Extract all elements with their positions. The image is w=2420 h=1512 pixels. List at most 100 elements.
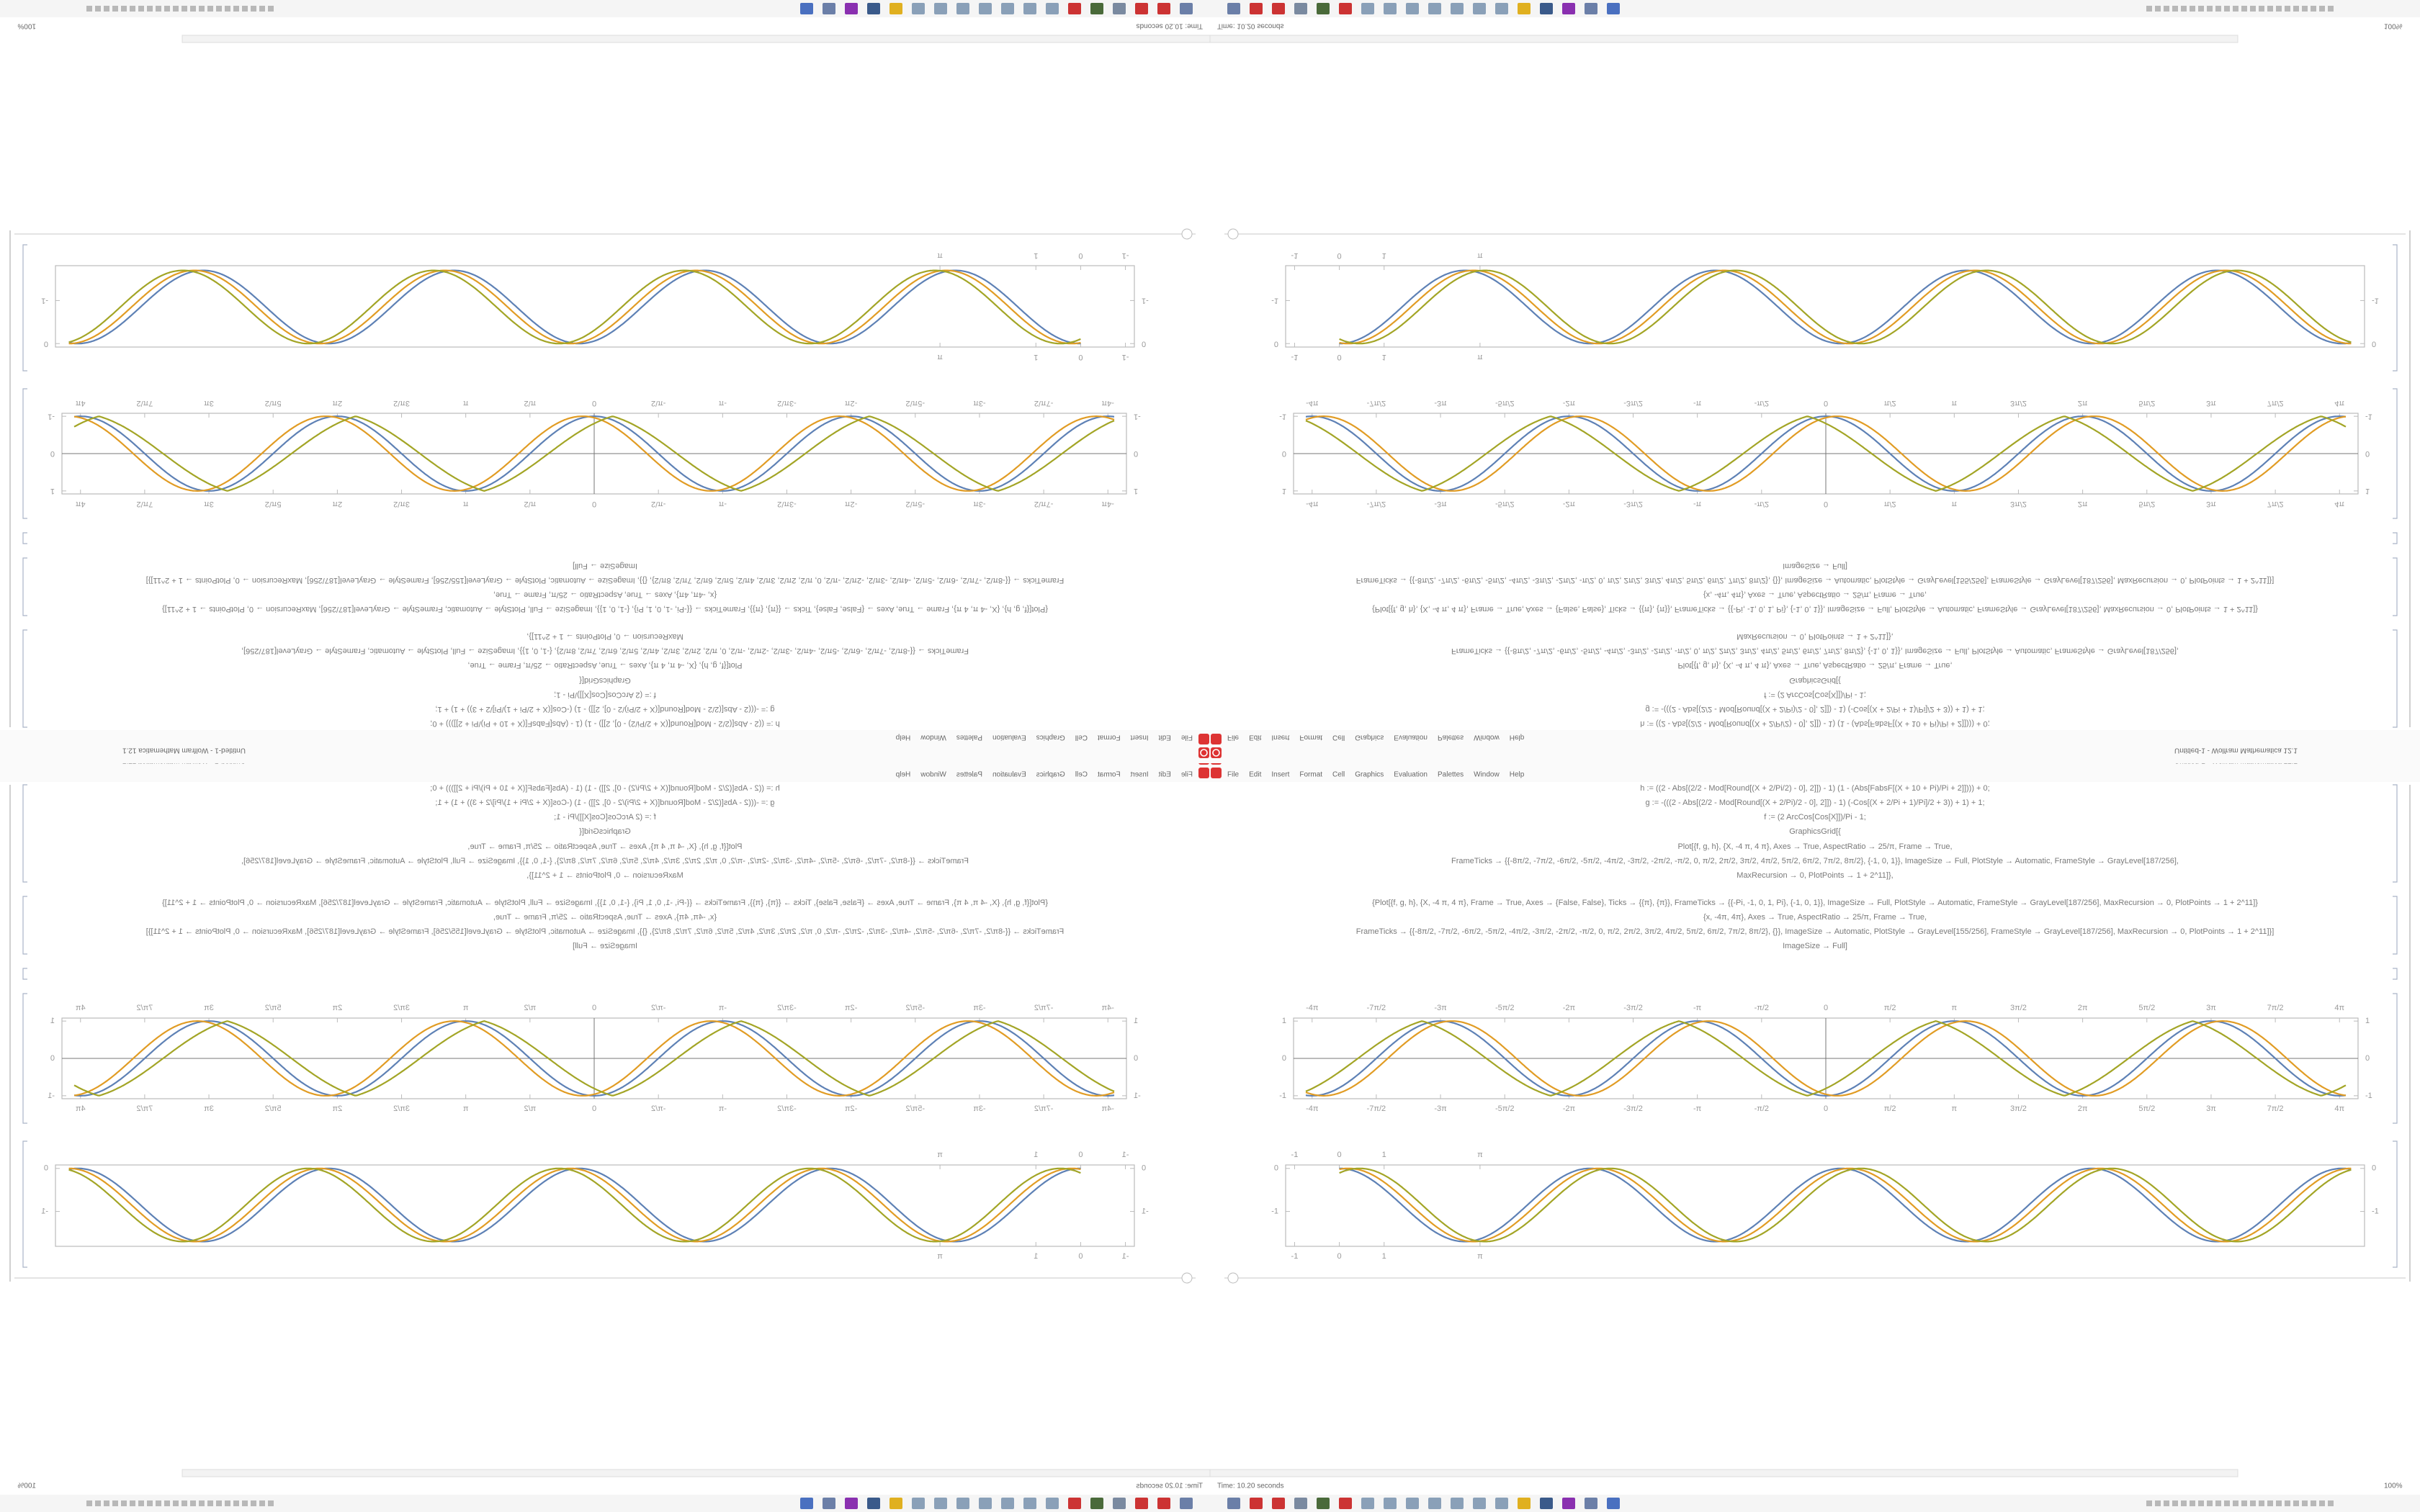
app-icon[interactable] <box>1211 768 1222 778</box>
taskbar-icon[interactable] <box>912 1498 925 1509</box>
menu-item[interactable]: Window <box>1474 733 1500 741</box>
tray-icon[interactable] <box>2241 6 2247 12</box>
menu-item[interactable]: Palettes <box>1438 771 1464 779</box>
taskbar-icon[interactable] <box>1495 1498 1508 1509</box>
tray-icon[interactable] <box>2164 6 2169 12</box>
tray-icon[interactable] <box>104 1500 109 1506</box>
tray-icon[interactable] <box>259 1500 265 1506</box>
taskbar-icon[interactable] <box>800 3 813 14</box>
taskbar-icon[interactable] <box>867 3 880 14</box>
tray-icon[interactable] <box>121 6 127 12</box>
taskbar-icon[interactable] <box>1135 3 1148 14</box>
tray-icon[interactable] <box>2172 1500 2178 1506</box>
tray-icon[interactable] <box>156 6 161 12</box>
tray-icon[interactable] <box>2207 1500 2213 1506</box>
tray-icon[interactable] <box>147 6 153 12</box>
tray-icon[interactable] <box>2285 1500 2290 1506</box>
taskbar-icon[interactable] <box>1361 3 1374 14</box>
taskbar-icon[interactable] <box>1068 1498 1081 1509</box>
taskbar-icon[interactable] <box>1406 3 1419 14</box>
tray-icon[interactable] <box>233 1500 239 1506</box>
tray-icon[interactable] <box>2207 6 2213 12</box>
tray-icon[interactable] <box>2241 1500 2247 1506</box>
taskbar-icon[interactable] <box>1090 1498 1103 1509</box>
taskbar-icon[interactable] <box>1384 1498 1397 1509</box>
taskbar-icon[interactable] <box>1473 1498 1486 1509</box>
tray-icon[interactable] <box>199 1500 205 1506</box>
tray-icon[interactable] <box>2285 6 2290 12</box>
tray-icon[interactable] <box>95 1500 101 1506</box>
tray-icon[interactable] <box>216 1500 222 1506</box>
menu-item[interactable]: Cell <box>1332 771 1345 779</box>
tray-icon[interactable] <box>2267 1500 2273 1506</box>
app-icon[interactable] <box>1198 747 1209 758</box>
taskbar-icon[interactable] <box>1157 1498 1170 1509</box>
tray-icon[interactable] <box>164 6 170 12</box>
menu-item[interactable]: Graphics <box>1355 771 1384 779</box>
menu-item[interactable]: Cell <box>1075 733 1088 741</box>
taskbar-icon[interactable] <box>1068 3 1081 14</box>
taskbar-icon[interactable] <box>845 1498 858 1509</box>
taskbar-icon[interactable] <box>1495 3 1508 14</box>
taskbar-icon[interactable] <box>1473 3 1486 14</box>
menu-item[interactable]: Evaluation <box>1394 771 1428 779</box>
tray-icon[interactable] <box>190 1500 196 1506</box>
tray-icon[interactable] <box>86 6 92 12</box>
tray-icon[interactable] <box>2215 6 2221 12</box>
taskbar-icon[interactable] <box>1135 1498 1148 1509</box>
taskbar-icon[interactable] <box>1113 1498 1126 1509</box>
menu-item[interactable]: Help <box>895 771 910 779</box>
tray-icon[interactable] <box>190 6 196 12</box>
taskbar-icon[interactable] <box>1001 1498 1014 1509</box>
menu-item[interactable]: Format <box>1299 733 1322 741</box>
taskbar-icon[interactable] <box>979 1498 992 1509</box>
tray-icon[interactable] <box>259 6 265 12</box>
menu-item[interactable]: File <box>1227 771 1240 779</box>
taskbar-icon[interactable] <box>1607 1498 1620 1509</box>
tray-icon[interactable] <box>2259 1500 2264 1506</box>
tray-icon[interactable] <box>225 1500 230 1506</box>
tray-icon[interactable] <box>2155 1500 2161 1506</box>
taskbar-icon[interactable] <box>1272 1498 1285 1509</box>
tray-icon[interactable] <box>216 6 222 12</box>
tray-icon[interactable] <box>2267 6 2273 12</box>
menu-item[interactable]: Edit <box>1158 733 1170 741</box>
taskbar-icon[interactable] <box>1317 3 1330 14</box>
taskbar-icon[interactable] <box>1562 3 1575 14</box>
taskbar-icon[interactable] <box>823 1498 835 1509</box>
tray-icon[interactable] <box>2155 6 2161 12</box>
menu-item[interactable]: Format <box>1098 733 1121 741</box>
menu-item[interactable]: Palettes <box>1438 733 1464 741</box>
taskbar-icon[interactable] <box>934 1498 947 1509</box>
tray-icon[interactable] <box>242 1500 248 1506</box>
menu-item[interactable]: Palettes <box>956 733 982 741</box>
cell-insert[interactable] <box>1181 1272 1193 1284</box>
menu-item[interactable]: Window <box>1474 771 1500 779</box>
menu-item[interactable]: File <box>1180 733 1193 741</box>
tray-icon[interactable] <box>2146 6 2152 12</box>
app-icon[interactable] <box>1198 768 1209 778</box>
tray-icon[interactable] <box>147 1500 153 1506</box>
menu-item[interactable]: Help <box>895 733 910 741</box>
tray-icon[interactable] <box>233 6 239 12</box>
taskbar-icon[interactable] <box>1540 3 1553 14</box>
taskbar-icon[interactable] <box>1180 1498 1193 1509</box>
menu-item[interactable]: Edit <box>1249 771 1261 779</box>
taskbar-icon[interactable] <box>1428 1498 1441 1509</box>
tray-icon[interactable] <box>130 6 135 12</box>
tray-icon[interactable] <box>2293 1500 2299 1506</box>
tray-icon[interactable] <box>2302 1500 2308 1506</box>
taskbar-icon[interactable] <box>1227 1498 1240 1509</box>
menu-item[interactable]: File <box>1180 771 1193 779</box>
menu-item[interactable]: Graphics <box>1036 771 1065 779</box>
zoom-level[interactable]: 100% <box>17 1482 36 1490</box>
tray-icon[interactable] <box>2190 6 2195 12</box>
tray-icon[interactable] <box>112 1500 118 1506</box>
taskbar-icon[interactable] <box>889 3 902 14</box>
menu-item[interactable]: Format <box>1098 771 1121 779</box>
tray-icon[interactable] <box>2250 1500 2256 1506</box>
taskbar-icon[interactable] <box>979 3 992 14</box>
taskbar-icon[interactable] <box>956 1498 969 1509</box>
taskbar-icon[interactable] <box>1180 3 1193 14</box>
menu-item[interactable]: Insert <box>1271 733 1289 741</box>
